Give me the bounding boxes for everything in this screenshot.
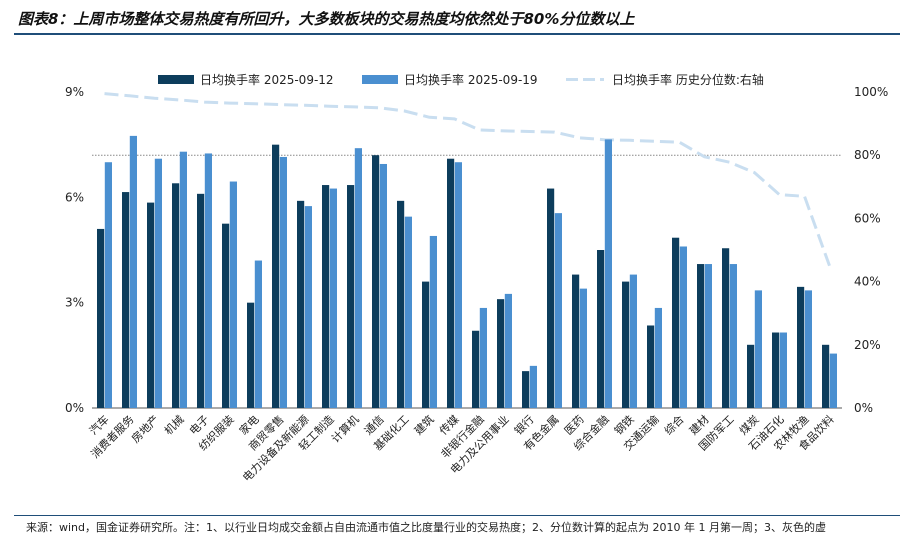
bar-series2-15 [479, 307, 487, 408]
percentile-line [104, 92, 831, 267]
category-label: 综合 [661, 412, 686, 437]
category-labels: 汽车消费者服务房地产 机械 电子纺织服装 家电商贸零售电力设备及新能源轻工制造计算机通… [86, 412, 836, 484]
y-right-tick-label: 100% [854, 85, 888, 99]
chart-title: 图表8：上周市场整体交易热度有所回升，大多数板块的交易热度均依然处于80%分位数… [18, 10, 635, 28]
bar-series1-17 [522, 371, 530, 408]
bar-series2-26 [754, 290, 762, 408]
source-note: 来源：wind，国金证券研究所。注：1、以行业日均成交金额占自由流通市值之比度量… [26, 521, 826, 534]
bar-series2-9 [329, 188, 337, 408]
bar-series2-16 [504, 293, 512, 408]
bar-series1-1 [122, 192, 130, 408]
bar-series2-27 [779, 332, 787, 408]
legend-swatch-series1 [158, 75, 194, 84]
legend-label-series3: 日均换手率 历史分位数:右轴 [612, 72, 764, 87]
bar-series2-7 [279, 156, 287, 408]
bar-series2-4 [204, 153, 212, 408]
bar-series1-8 [297, 200, 305, 408]
bar-series1-9 [322, 185, 330, 408]
bar-series1-16 [497, 299, 505, 408]
bar-series1-0 [97, 228, 105, 408]
bar-series1-29 [822, 344, 830, 408]
bar-series1-7 [272, 144, 280, 408]
bar-series2-29 [829, 353, 837, 408]
bar-series2-18 [554, 213, 562, 408]
bar-series2-13 [429, 235, 437, 408]
bar-series2-19 [579, 288, 587, 408]
bar-series1-13 [422, 281, 430, 408]
legend-swatch-series2 [362, 75, 398, 84]
title-divider [14, 33, 900, 35]
bar-series2-24 [704, 264, 712, 408]
bar-series1-3 [172, 183, 180, 408]
legend-label-series1: 日均换手率 2025-09-12 [200, 72, 334, 87]
bar-series2-20 [604, 139, 612, 408]
bar-series1-5 [222, 223, 230, 408]
category-label: 房地产 [128, 412, 161, 445]
bar-series1-28 [797, 286, 805, 408]
bar-series2-25 [729, 264, 737, 408]
bar-series1-11 [372, 155, 380, 408]
legend-label-series2: 日均换手率 2025-09-19 [404, 72, 538, 87]
bar-series1-22 [647, 325, 655, 408]
y-right-tick-label: 20% [854, 338, 881, 352]
bar-series2-3 [179, 151, 187, 408]
bar-series2-23 [679, 246, 687, 408]
bar-series1-23 [672, 237, 680, 408]
y-right-tick-label: 80% [854, 148, 881, 162]
category-label: 计算机 [328, 412, 361, 445]
bar-series2-8 [304, 206, 312, 408]
bar-series2-12 [404, 216, 412, 408]
bar-series1-27 [772, 332, 780, 408]
bar-series1-2 [147, 202, 155, 408]
bar-series1-4 [197, 193, 205, 408]
bar-series2-17 [529, 365, 537, 408]
bar-series2-2 [154, 158, 162, 408]
bar-series1-21 [622, 281, 630, 408]
bars [97, 135, 837, 408]
bar-series1-15 [472, 330, 480, 408]
bar-series1-25 [722, 248, 730, 408]
bar-series2-21 [629, 274, 637, 408]
bar-series2-6 [254, 260, 262, 408]
bar-series1-19 [572, 274, 580, 408]
bar-series1-18 [547, 188, 555, 408]
bar-series1-24 [697, 264, 705, 408]
bar-series1-12 [397, 200, 405, 408]
percentile-line-layer [104, 92, 831, 267]
bar-series2-11 [379, 163, 387, 408]
y-right-tick-label: 60% [854, 211, 881, 225]
y-right-tick-label: 0% [854, 401, 873, 415]
y-left-tick-label: 9% [65, 85, 84, 99]
bar-series1-14 [447, 158, 455, 408]
bar-series2-10 [354, 148, 362, 408]
source-divider [14, 515, 900, 516]
bar-series2-28 [804, 290, 812, 408]
axes: 0% 3% 6% 9% 0% 20% 40% 60% 80% 100% [65, 85, 888, 415]
bar-series1-20 [597, 250, 605, 408]
bar-series2-5 [229, 181, 237, 408]
bar-series2-14 [454, 162, 462, 408]
y-left-tick-label: 6% [65, 190, 84, 204]
chart: 日均换手率 2025-09-12 日均换手率 2025-09-19 日均换手率 … [65, 72, 888, 484]
y-right-tick-label: 40% [854, 275, 881, 289]
bar-series1-6 [247, 302, 255, 408]
legend: 日均换手率 2025-09-12 日均换手率 2025-09-19 日均换手率 … [158, 72, 764, 87]
y-left-tick-label: 0% [65, 401, 84, 415]
bar-series1-10 [347, 185, 355, 408]
bar-series1-26 [747, 344, 755, 408]
y-left-tick-label: 3% [65, 296, 84, 310]
bar-series2-22 [654, 307, 662, 408]
category-label: 机械 [161, 412, 186, 437]
category-label: 建筑 [411, 412, 436, 437]
bar-series2-0 [104, 162, 112, 408]
bar-series2-1 [129, 135, 137, 408]
